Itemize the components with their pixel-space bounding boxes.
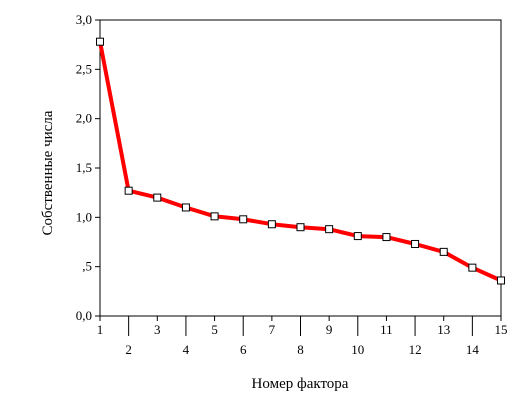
data-point	[296, 223, 305, 232]
data-point	[382, 233, 391, 242]
data-point	[267, 220, 276, 229]
plot-frame	[99, 19, 502, 317]
data-point	[353, 232, 362, 241]
x-tick-label: 3	[154, 322, 161, 337]
x-tick-label: 12	[409, 342, 422, 357]
x-axis-title: Номер фактора	[252, 376, 349, 392]
markers	[96, 37, 505, 285]
data-point	[96, 37, 104, 46]
x-tick-label: 14	[466, 342, 480, 357]
x-tick-label: 4	[183, 342, 190, 357]
x-tick-label: 11	[380, 322, 393, 337]
data-point	[210, 212, 219, 221]
x-tick-label: 13	[437, 322, 450, 337]
data-point	[325, 225, 334, 234]
series	[98, 39, 503, 283]
x-tick-label: 6	[240, 342, 247, 357]
data-point	[439, 247, 448, 256]
y-tick-label: 3,0	[76, 12, 92, 27]
y-tick-label: 2,0	[76, 111, 92, 126]
data-point	[181, 203, 190, 212]
x-tick-label: 10	[351, 342, 364, 357]
y-tick-label: ,5	[82, 259, 92, 274]
x-tick-label: 5	[211, 322, 218, 337]
y-tick-label: 1,0	[76, 209, 92, 224]
y-tick-label: 2,5	[76, 61, 92, 76]
data-point	[153, 193, 162, 202]
data-point	[468, 263, 477, 272]
data-point	[124, 186, 133, 195]
x-tick-label: 8	[297, 342, 304, 357]
data-point	[411, 239, 420, 248]
x-tick-label: 15	[495, 322, 508, 337]
x-tick-label: 1	[97, 322, 104, 337]
x-tick-label: 2	[125, 342, 132, 357]
series-line	[98, 39, 503, 283]
y-axis-title: Собственные числа	[40, 110, 56, 235]
x-tick-label: 7	[269, 322, 276, 337]
y-tick-label: 1,5	[76, 160, 92, 175]
data-point	[497, 276, 505, 285]
x-tick-label: 9	[326, 322, 333, 337]
y-tick-label: 0,0	[76, 308, 92, 323]
data-point	[239, 215, 248, 224]
ticks: 0,0,51,01,52,02,53,012345678910111213141…	[76, 12, 508, 357]
axes	[99, 19, 502, 317]
